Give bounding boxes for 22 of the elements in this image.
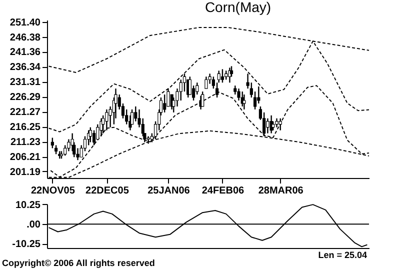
y-tick-label: 251.40 — [10, 17, 41, 28]
y-tick-label: -10.25 — [12, 239, 41, 250]
y-tick-label: 201.19 — [10, 166, 41, 178]
x-tick-label: 25JAN06 — [148, 186, 190, 196]
y-tick-label: 10.25 — [15, 200, 41, 211]
y-tick-label: 241.36 — [10, 47, 41, 58]
y-tick-label: 226.29 — [10, 92, 41, 104]
y-tick-label: 246.38 — [10, 32, 41, 44]
text: Copyright© 2006 All rights reserved — [2, 258, 155, 268]
x-tick-label: 22DEC05 — [86, 186, 130, 196]
x-tick-label: 28MAR06 — [258, 186, 304, 196]
y-tick-label: 236.34 — [10, 62, 41, 74]
y-tick-label: 206.21 — [10, 152, 41, 164]
y-tick-label: 211.23 — [10, 137, 41, 148]
x-tick-label: 24FEB06 — [202, 186, 245, 196]
y-tick-label: 221.27 — [10, 107, 41, 118]
y-tick-label: .00 — [26, 220, 41, 231]
text: Len = 25.04 — [318, 250, 367, 260]
y-tick-label: 231.31 — [10, 77, 41, 88]
y-tick-label: 216.25 — [10, 122, 41, 134]
x-tick-label: 22NOV05 — [30, 186, 76, 196]
chart-title: Corn(May) — [204, 0, 272, 15]
